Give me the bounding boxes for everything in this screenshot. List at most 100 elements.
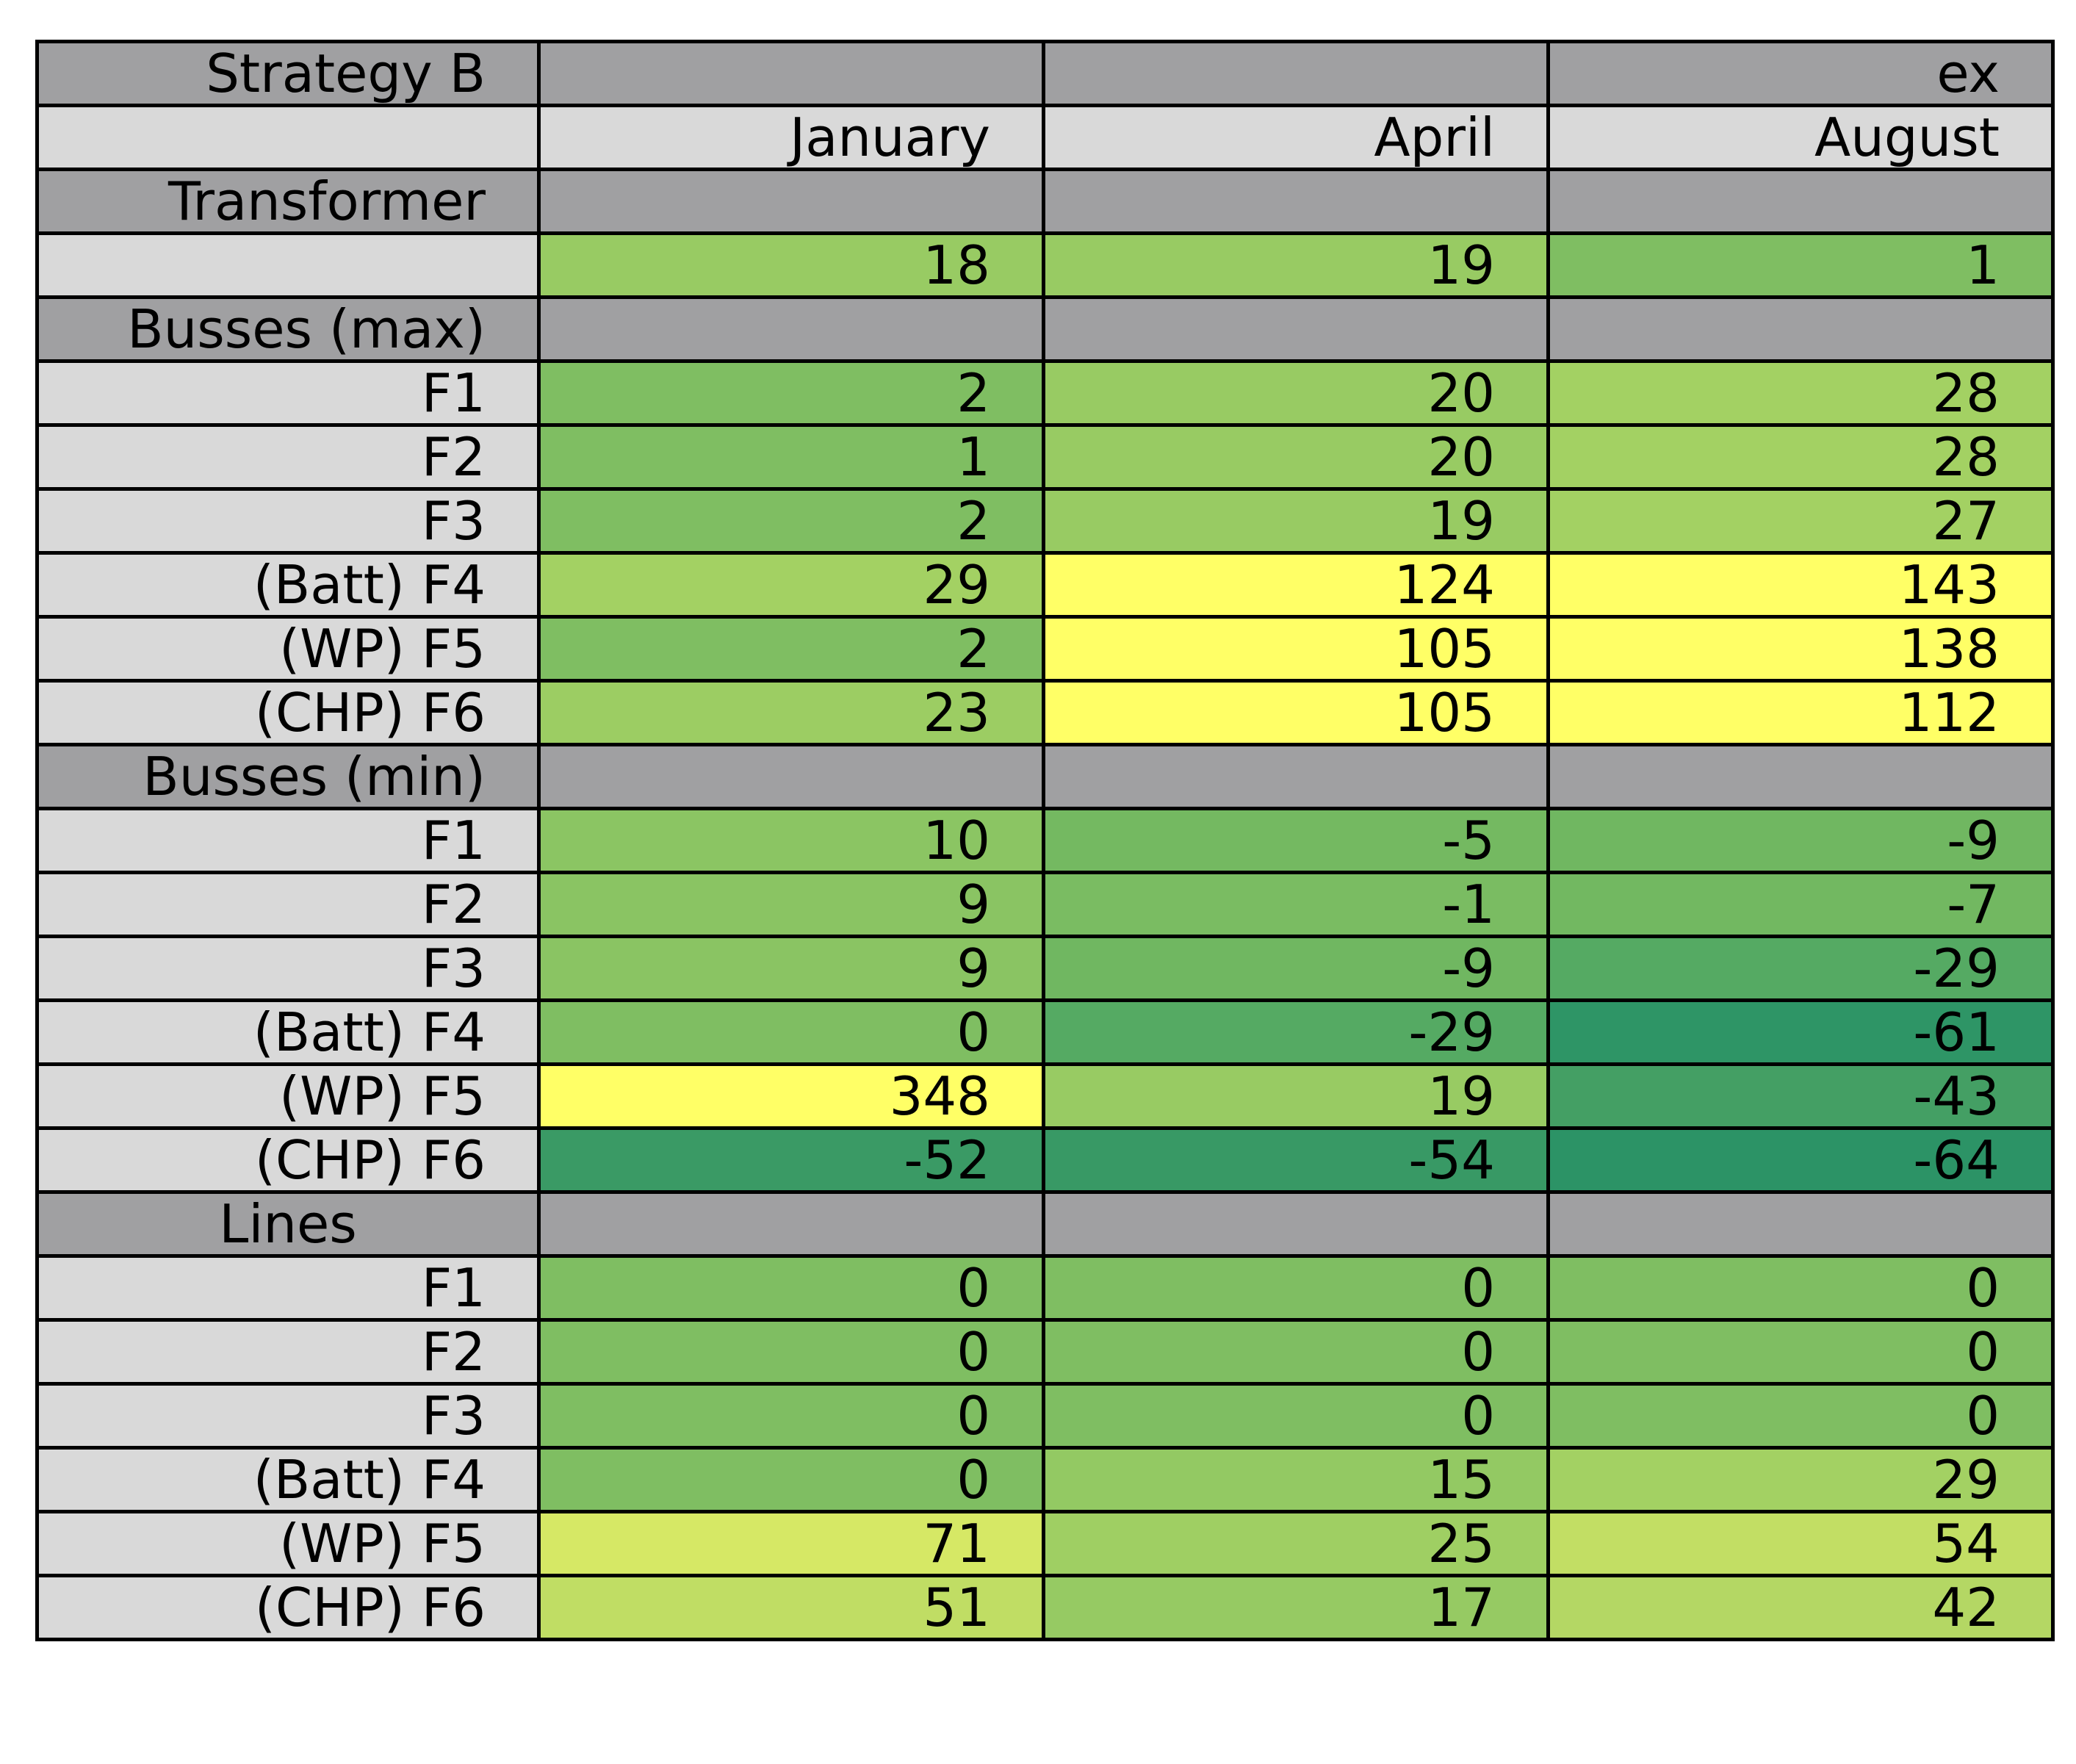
row-label: (WP) F5 — [35, 1062, 541, 1130]
section-row: Transformer — [35, 168, 2055, 235]
row-label: (CHP) F6 — [35, 1126, 541, 1194]
section-cell — [1546, 743, 2055, 810]
section-cell — [1546, 1190, 2055, 1258]
column-header: April — [1042, 104, 1550, 171]
data-row: (Batt) F4 0 15 29 — [35, 1446, 2055, 1513]
value-cell: 1 — [537, 423, 1045, 491]
data-row: (WP) F5 348 19 -43 — [35, 1062, 2055, 1130]
column-header-corner — [35, 104, 541, 171]
data-row: F1 10 -5 -9 — [35, 807, 2055, 874]
section-cell — [1042, 168, 1550, 235]
row-label: F3 — [35, 935, 541, 1002]
value-cell: 29 — [537, 551, 1045, 619]
data-row: F3 0 0 0 — [35, 1382, 2055, 1450]
value-cell: 19 — [1042, 1062, 1550, 1130]
value-cell: 143 — [1546, 551, 2055, 619]
value-cell: 54 — [1546, 1510, 2055, 1577]
data-row: F2 0 0 0 — [35, 1318, 2055, 1386]
value-cell: 42 — [1546, 1574, 2055, 1641]
value-cell: -64 — [1546, 1126, 2055, 1194]
value-cell: -1 — [1042, 871, 1550, 938]
data-row: (Batt) F4 0 -29 -61 — [35, 998, 2055, 1066]
data-row: F1 2 20 28 — [35, 359, 2055, 427]
value-cell: -54 — [1042, 1126, 1550, 1194]
data-row: 18 19 1 — [35, 231, 2055, 299]
section-label: Transformer — [35, 168, 541, 235]
value-cell: 0 — [1546, 1382, 2055, 1450]
section-row: Busses (max) — [35, 295, 2055, 363]
value-cell: 9 — [537, 871, 1045, 938]
value-cell: 348 — [537, 1062, 1045, 1130]
row-label: (WP) F5 — [35, 1510, 541, 1577]
data-row: (CHP) F6 -52 -54 -64 — [35, 1126, 2055, 1194]
data-row: (WP) F5 2 105 138 — [35, 615, 2055, 683]
value-cell: 2 — [537, 615, 1045, 683]
row-label: F1 — [35, 807, 541, 874]
row-label: F3 — [35, 1382, 541, 1450]
section-cell — [1546, 295, 2055, 363]
data-row: (CHP) F6 51 17 42 — [35, 1574, 2055, 1641]
value-cell: -61 — [1546, 998, 2055, 1066]
row-label: (CHP) F6 — [35, 1574, 541, 1641]
data-row: F2 1 20 28 — [35, 423, 2055, 491]
value-cell: 19 — [1042, 487, 1550, 555]
value-cell: 0 — [1546, 1254, 2055, 1322]
value-cell: 25 — [1042, 1510, 1550, 1577]
column-header: January — [537, 104, 1045, 171]
value-cell: 0 — [1042, 1318, 1550, 1386]
value-cell: 27 — [1546, 487, 2055, 555]
section-cell — [1546, 168, 2055, 235]
value-cell: 18 — [537, 231, 1045, 299]
value-cell: 20 — [1042, 359, 1550, 427]
row-label: (Batt) F4 — [35, 551, 541, 619]
value-cell: 19 — [1042, 231, 1550, 299]
title-cell — [537, 40, 1045, 107]
value-cell: 0 — [537, 998, 1045, 1066]
value-cell: 0 — [537, 1382, 1045, 1450]
title-cell: ex — [1546, 40, 2055, 107]
value-cell: 28 — [1546, 423, 2055, 491]
section-row: Busses (min) — [35, 743, 2055, 810]
row-label: (Batt) F4 — [35, 1446, 541, 1513]
section-label: Busses (min) — [35, 743, 541, 810]
value-cell: 105 — [1042, 615, 1550, 683]
value-cell: -9 — [1546, 807, 2055, 874]
column-header-row: January April August — [35, 104, 2055, 171]
section-cell — [1042, 743, 1550, 810]
section-row: Lines — [35, 1190, 2055, 1258]
row-label: F2 — [35, 1318, 541, 1386]
row-label — [35, 231, 541, 299]
value-cell: 20 — [1042, 423, 1550, 491]
title-cell — [1042, 40, 1550, 107]
value-cell: -29 — [1546, 935, 2055, 1002]
value-cell: 71 — [537, 1510, 1045, 1577]
data-row: F3 9 -9 -29 — [35, 935, 2055, 1002]
section-cell — [537, 1190, 1045, 1258]
value-cell: -5 — [1042, 807, 1550, 874]
section-label: Busses (max) — [35, 295, 541, 363]
row-label: F2 — [35, 871, 541, 938]
value-cell: 2 — [537, 359, 1045, 427]
data-row: F3 2 19 27 — [35, 487, 2055, 555]
row-label: F1 — [35, 359, 541, 427]
row-label: (Batt) F4 — [35, 998, 541, 1066]
value-cell: 138 — [1546, 615, 2055, 683]
value-cell: 0 — [1042, 1254, 1550, 1322]
value-cell: -43 — [1546, 1062, 2055, 1130]
value-cell: -9 — [1042, 935, 1550, 1002]
value-cell: 28 — [1546, 359, 2055, 427]
column-header: August — [1546, 104, 2055, 171]
value-cell: -29 — [1042, 998, 1550, 1066]
row-label: F1 — [35, 1254, 541, 1322]
value-cell: -52 — [537, 1126, 1045, 1194]
value-cell: 0 — [537, 1318, 1045, 1386]
value-cell: 15 — [1042, 1446, 1550, 1513]
row-label: F3 — [35, 487, 541, 555]
value-cell: 9 — [537, 935, 1045, 1002]
value-cell: 112 — [1546, 679, 2055, 746]
data-row: (Batt) F4 29 124 143 — [35, 551, 2055, 619]
section-cell — [537, 743, 1045, 810]
data-row: (WP) F5 71 25 54 — [35, 1510, 2055, 1577]
section-label: Lines — [35, 1190, 541, 1258]
